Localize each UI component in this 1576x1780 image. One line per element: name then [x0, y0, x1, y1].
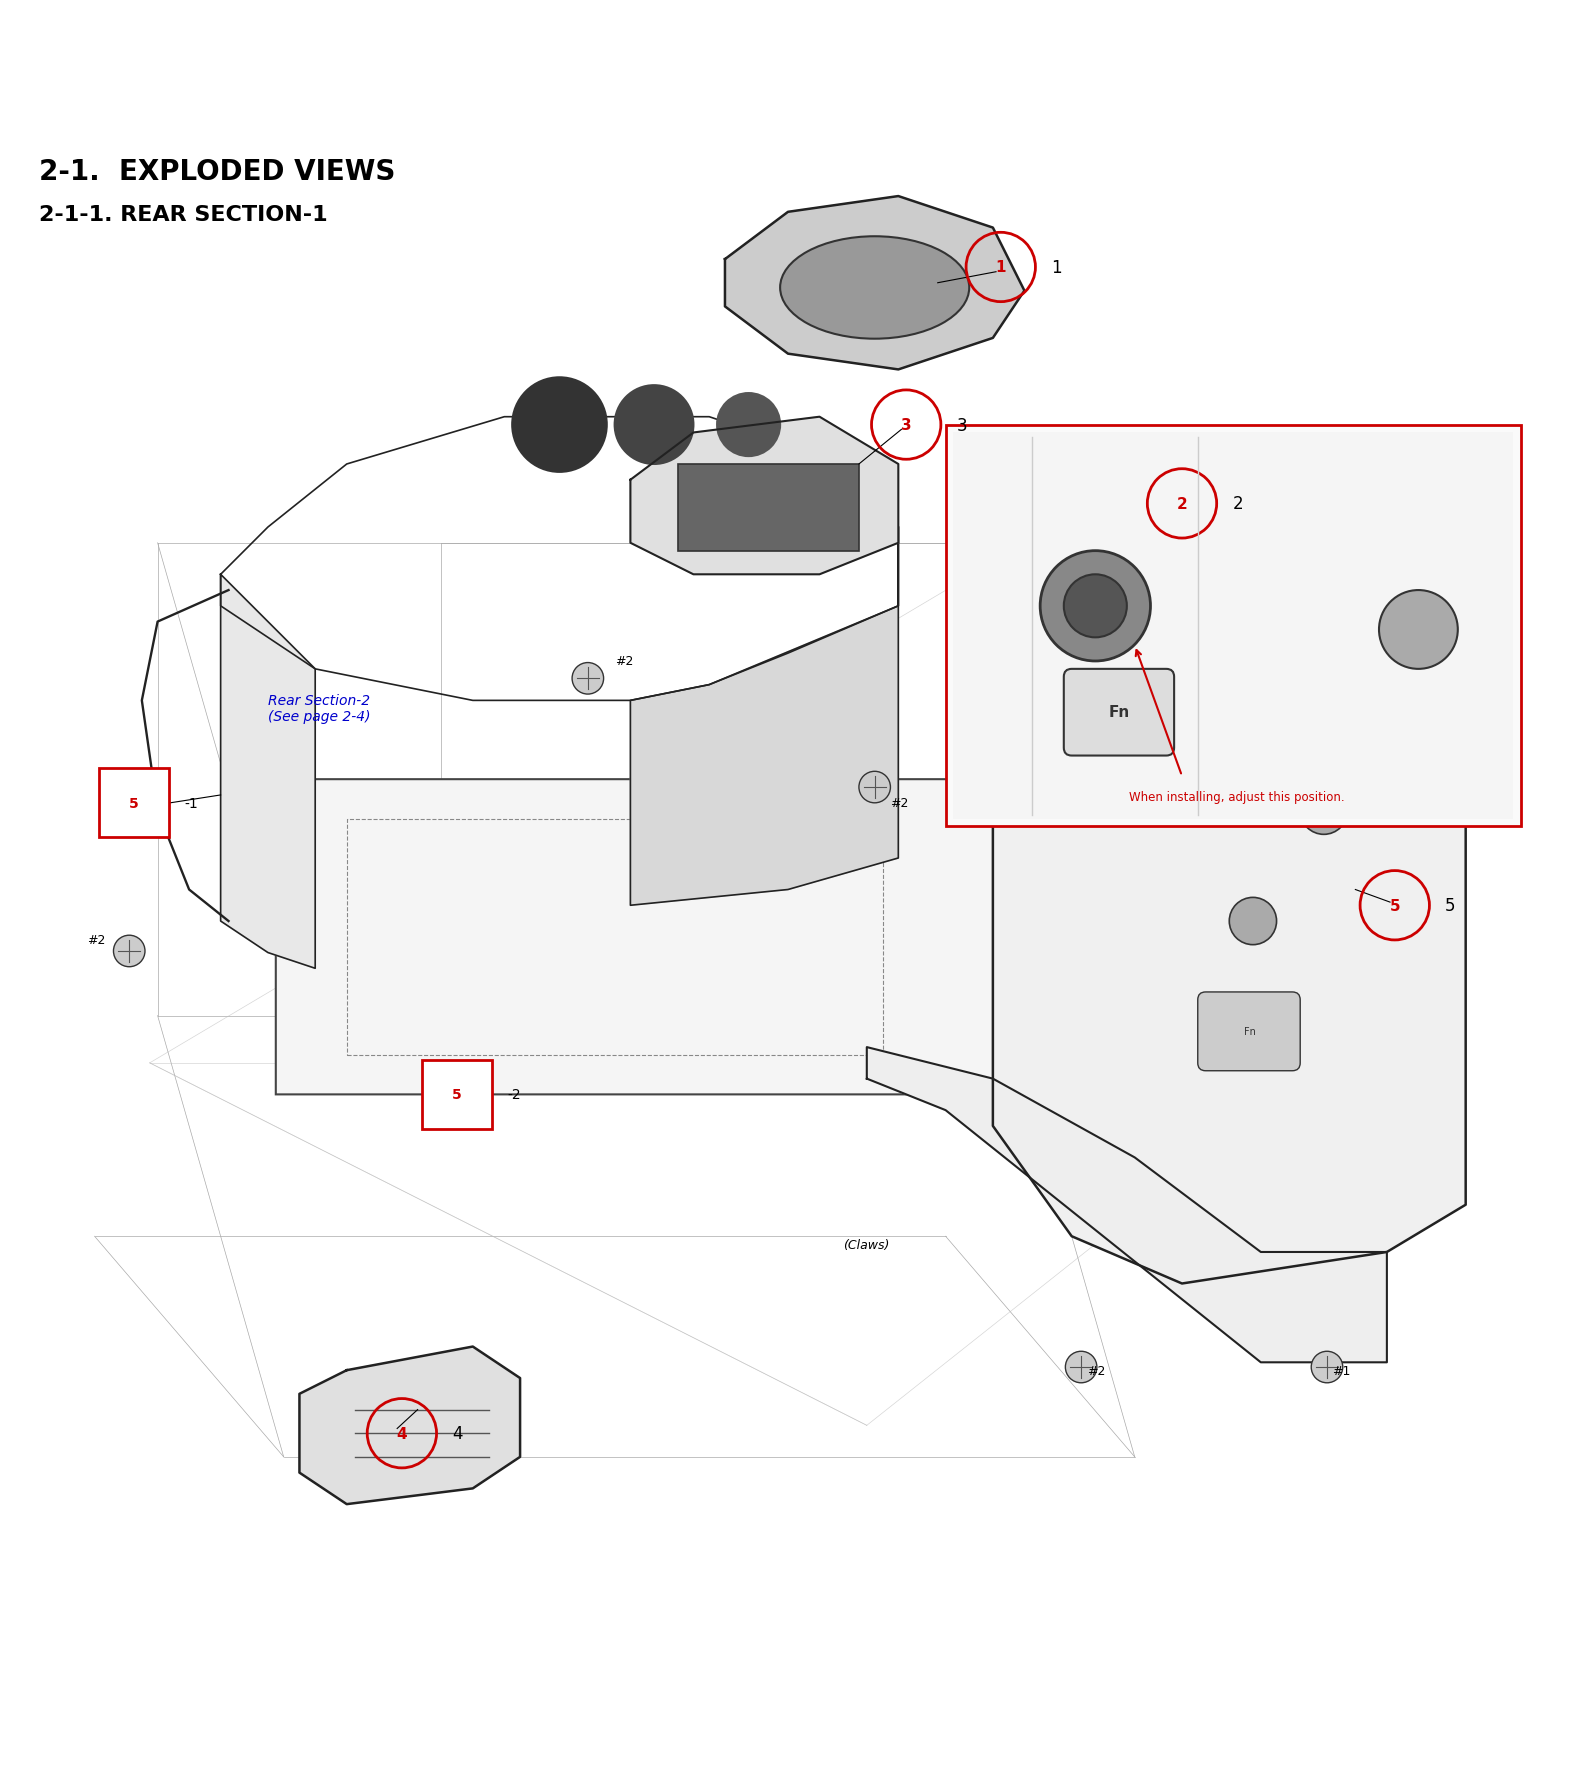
Text: #2: #2: [890, 797, 909, 810]
Circle shape: [1225, 673, 1281, 730]
Polygon shape: [993, 497, 1466, 1283]
Circle shape: [1229, 897, 1277, 945]
Circle shape: [512, 377, 607, 473]
Circle shape: [1311, 1351, 1343, 1383]
Text: Rear Section-2
(See page 2-4): Rear Section-2 (See page 2-4): [268, 694, 370, 724]
Text: 2: 2: [1232, 495, 1243, 513]
Circle shape: [1158, 514, 1168, 523]
Text: 5: 5: [1390, 899, 1399, 913]
Circle shape: [1114, 502, 1124, 511]
Circle shape: [1171, 468, 1180, 479]
Circle shape: [572, 664, 604, 694]
Text: (Claws): (Claws): [843, 1237, 889, 1251]
Text: -1: -1: [184, 796, 199, 810]
Circle shape: [1064, 575, 1127, 637]
Text: -2: -2: [507, 1088, 522, 1102]
Circle shape: [1143, 452, 1152, 461]
Ellipse shape: [780, 237, 969, 340]
Polygon shape: [867, 1047, 1387, 1362]
Text: 5: 5: [129, 796, 139, 810]
Circle shape: [1154, 534, 1185, 566]
Circle shape: [1125, 514, 1135, 523]
Text: 3: 3: [901, 418, 911, 433]
Text: 5: 5: [452, 1088, 462, 1102]
Text: 2: 2: [1177, 497, 1187, 511]
Text: #2: #2: [1324, 773, 1343, 787]
Circle shape: [999, 774, 1031, 806]
Text: 2-1.  EXPLODED VIEWS: 2-1. EXPLODED VIEWS: [39, 158, 396, 185]
Text: 5: 5: [1445, 897, 1456, 915]
Circle shape: [1176, 486, 1185, 495]
Text: 1: 1: [1051, 258, 1062, 278]
Text: #2: #2: [87, 934, 106, 947]
Text: 2-1-1. REAR SECTION-1: 2-1-1. REAR SECTION-1: [39, 205, 328, 224]
Polygon shape: [299, 1347, 520, 1504]
Text: #2: #2: [1087, 1363, 1106, 1378]
Circle shape: [1143, 518, 1152, 527]
Circle shape: [1119, 461, 1176, 518]
FancyBboxPatch shape: [1064, 669, 1174, 756]
Text: 3: 3: [957, 417, 968, 434]
FancyBboxPatch shape: [422, 1061, 492, 1130]
Text: #2: #2: [1032, 781, 1051, 794]
Polygon shape: [725, 198, 1024, 370]
Circle shape: [1300, 787, 1347, 835]
Polygon shape: [630, 418, 898, 575]
Circle shape: [113, 936, 145, 967]
Text: Fn: Fn: [1243, 1027, 1256, 1036]
Circle shape: [1065, 1351, 1097, 1383]
FancyBboxPatch shape: [946, 425, 1521, 828]
Text: 4: 4: [452, 1424, 463, 1442]
Text: When installing, adjust this position.: When installing, adjust this position.: [1130, 790, 1344, 803]
Circle shape: [1171, 502, 1180, 511]
Circle shape: [1040, 552, 1150, 662]
FancyBboxPatch shape: [953, 433, 1513, 819]
Text: 4: 4: [397, 1426, 407, 1442]
Text: #1: #1: [1332, 1363, 1351, 1378]
Polygon shape: [276, 780, 1174, 1095]
Polygon shape: [221, 575, 315, 968]
Circle shape: [1125, 456, 1135, 466]
Circle shape: [1110, 486, 1119, 495]
FancyBboxPatch shape: [1198, 993, 1300, 1072]
Circle shape: [1379, 591, 1458, 669]
FancyBboxPatch shape: [99, 769, 169, 838]
Circle shape: [1308, 755, 1340, 787]
Text: Fn: Fn: [1108, 705, 1130, 719]
Circle shape: [717, 393, 780, 457]
Text: 1: 1: [996, 260, 1005, 276]
Text: #112: #112: [1206, 539, 1240, 554]
Circle shape: [1158, 456, 1168, 466]
Polygon shape: [630, 527, 898, 906]
Circle shape: [1114, 468, 1124, 479]
Circle shape: [615, 386, 693, 465]
Bar: [678, 465, 859, 552]
Circle shape: [859, 773, 890, 803]
Text: #2: #2: [615, 655, 634, 668]
